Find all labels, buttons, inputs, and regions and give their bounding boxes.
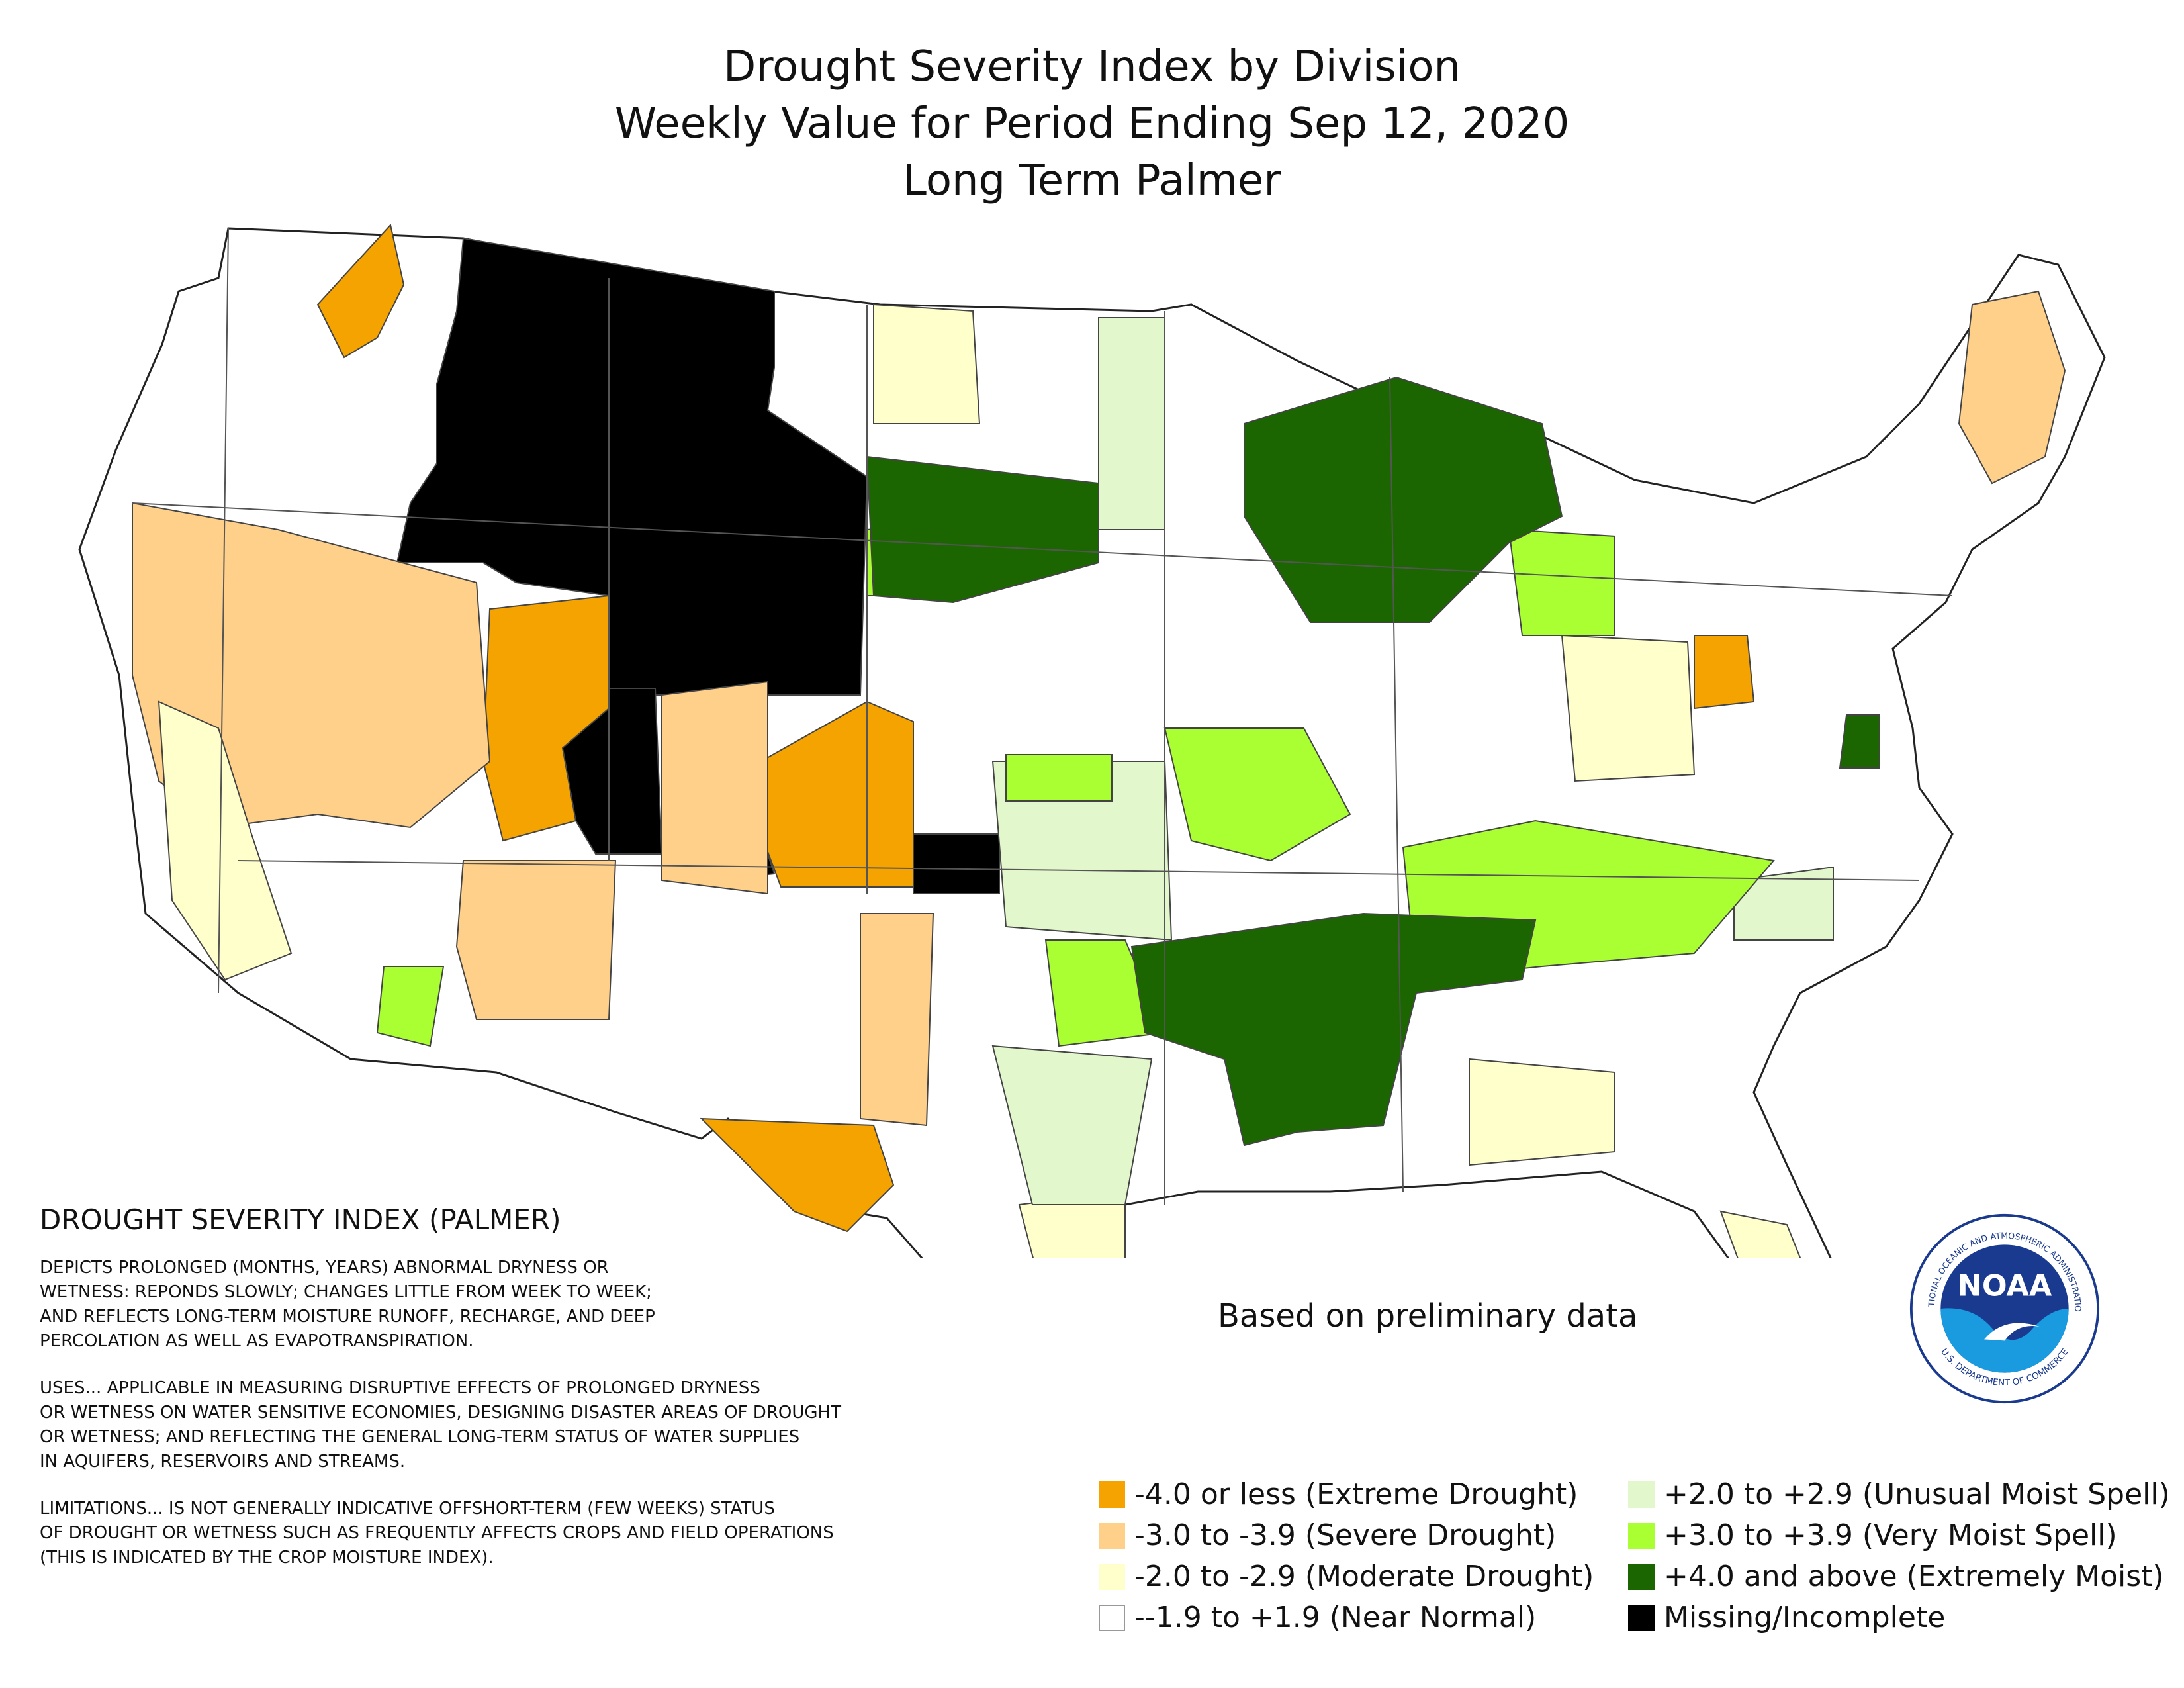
legend-swatch [1099, 1481, 1125, 1508]
legend-item-moderate-drought: -2.0 to -2.9 (Moderate Drought) [1099, 1560, 1594, 1593]
region-severe-drought-new-mexico-east [860, 913, 934, 1127]
legend-label: -3.0 to -3.9 (Severe Drought) [1134, 1519, 1557, 1552]
region-very-moist-kansas [1005, 754, 1113, 802]
noaa-logo-text: NOAA [1958, 1270, 2052, 1303]
region-severe-drought-arizona [455, 860, 617, 1020]
legend-swatch [1099, 1563, 1125, 1590]
region-unusual-moist-texas [991, 1045, 1153, 1205]
state-boundaries [132, 228, 1953, 1205]
description-limitations: LIMITATIONS... IS NOT GENERALLY INDICATI… [40, 1499, 834, 1568]
region-very-moist-missouri [1163, 727, 1351, 862]
index-description: DROUGHT SEVERITY INDEX (PALMER) DEPICTS … [40, 1203, 1006, 1593]
region-extremely-moist-dakotas [866, 455, 1099, 604]
legend-label: -2.0 to -2.9 (Moderate Drought) [1134, 1560, 1594, 1593]
region-very-moist-arizona [376, 966, 445, 1047]
preliminary-data-note: Based on preliminary data [1218, 1297, 1638, 1335]
region-extremely-moist-virginia [1839, 714, 1880, 769]
description-uses: USES... APPLICABLE IN MEASURING DISRUPTI… [40, 1378, 841, 1472]
region-moderate-drought-southeast [1469, 1058, 1615, 1166]
region-severe-drought-northeast [1958, 290, 2066, 485]
region-unusual-moist-dakotas [1098, 317, 1165, 530]
noaa-logo: NOAA NATIONAL OCEANIC AND ATMOSPHERIC AD… [1909, 1213, 2100, 1404]
legend-label: +3.0 to +3.9 (Very Moist Spell) [1664, 1519, 2117, 1552]
legend-label: +2.0 to +2.9 (Unusual Moist Spell) [1664, 1477, 2170, 1511]
region-severe-drought-new-mexico [661, 680, 768, 895]
legend-item-severe-drought: -3.0 to -3.9 (Severe Drought) [1099, 1519, 1556, 1552]
legend-label: +4.0 and above (Extremely Moist) [1664, 1560, 2164, 1593]
region-extreme-drought-pennsylvania [1694, 635, 1755, 710]
legend-swatch [1628, 1522, 1655, 1549]
us-climate-division-map [78, 223, 2106, 1258]
legend-label: Missing/Incomplete [1664, 1601, 1946, 1634]
region-moderate-drought-northern-plains [873, 303, 981, 424]
region-extreme-drought-west-texas [700, 1117, 895, 1233]
region-moderate-drought-california [158, 700, 293, 981]
region-moderate-drought-florida [1719, 1210, 1801, 1258]
description-depicts: DEPICTS PROLONGED (MONTHS, YEARS) ABNORM… [40, 1258, 655, 1351]
legend: -4.0 or less (Extreme Drought) -3.0 to -… [1099, 1477, 2170, 1650]
title-line-1: Drought Severity Index by Division [723, 42, 1461, 91]
legend-item-unusual-moist: +2.0 to +2.9 (Unusual Moist Spell) [1628, 1477, 2170, 1511]
legend-item-extreme-drought: -4.0 or less (Extreme Drought) [1099, 1477, 1578, 1511]
legend-swatch [1099, 1522, 1125, 1549]
region-very-moist-michigan [1508, 528, 1615, 636]
title-line-2: Weekly Value for Period Ending Sep 12, 2… [614, 99, 1570, 148]
region-extremely-moist-great-lakes [1244, 376, 1563, 623]
legend-label: --1.9 to +1.9 (Near Normal) [1134, 1601, 1537, 1634]
region-missing-kansas [913, 833, 1000, 894]
legend-item-missing: Missing/Incomplete [1628, 1601, 1945, 1634]
legend-swatch [1628, 1604, 1655, 1631]
region-unusual-moist-carolinas [1733, 866, 1834, 941]
legend-swatch [1628, 1481, 1655, 1508]
legend-item-very-moist: +3.0 to +3.9 (Very Moist Spell) [1628, 1519, 2117, 1552]
legend-swatch [1628, 1563, 1655, 1590]
legend-item-near-normal: --1.9 to +1.9 (Near Normal) [1099, 1601, 1536, 1634]
map-title: Drought Severity Index by Division Weekl… [0, 38, 2184, 209]
region-moderate-drought-ohio-valley [1561, 634, 1696, 782]
description-heading: DROUGHT SEVERITY INDEX (PALMER) [40, 1203, 561, 1236]
legend-item-extremely-moist: +4.0 and above (Extremely Moist) [1628, 1560, 2164, 1593]
region-extremely-moist-lower-mississippi [1130, 912, 1537, 1147]
legend-swatch [1099, 1604, 1125, 1631]
title-line-3: Long Term Palmer [903, 156, 1281, 205]
legend-label: -4.0 or less (Extreme Drought) [1134, 1477, 1578, 1511]
region-extreme-drought-washington [316, 223, 405, 359]
